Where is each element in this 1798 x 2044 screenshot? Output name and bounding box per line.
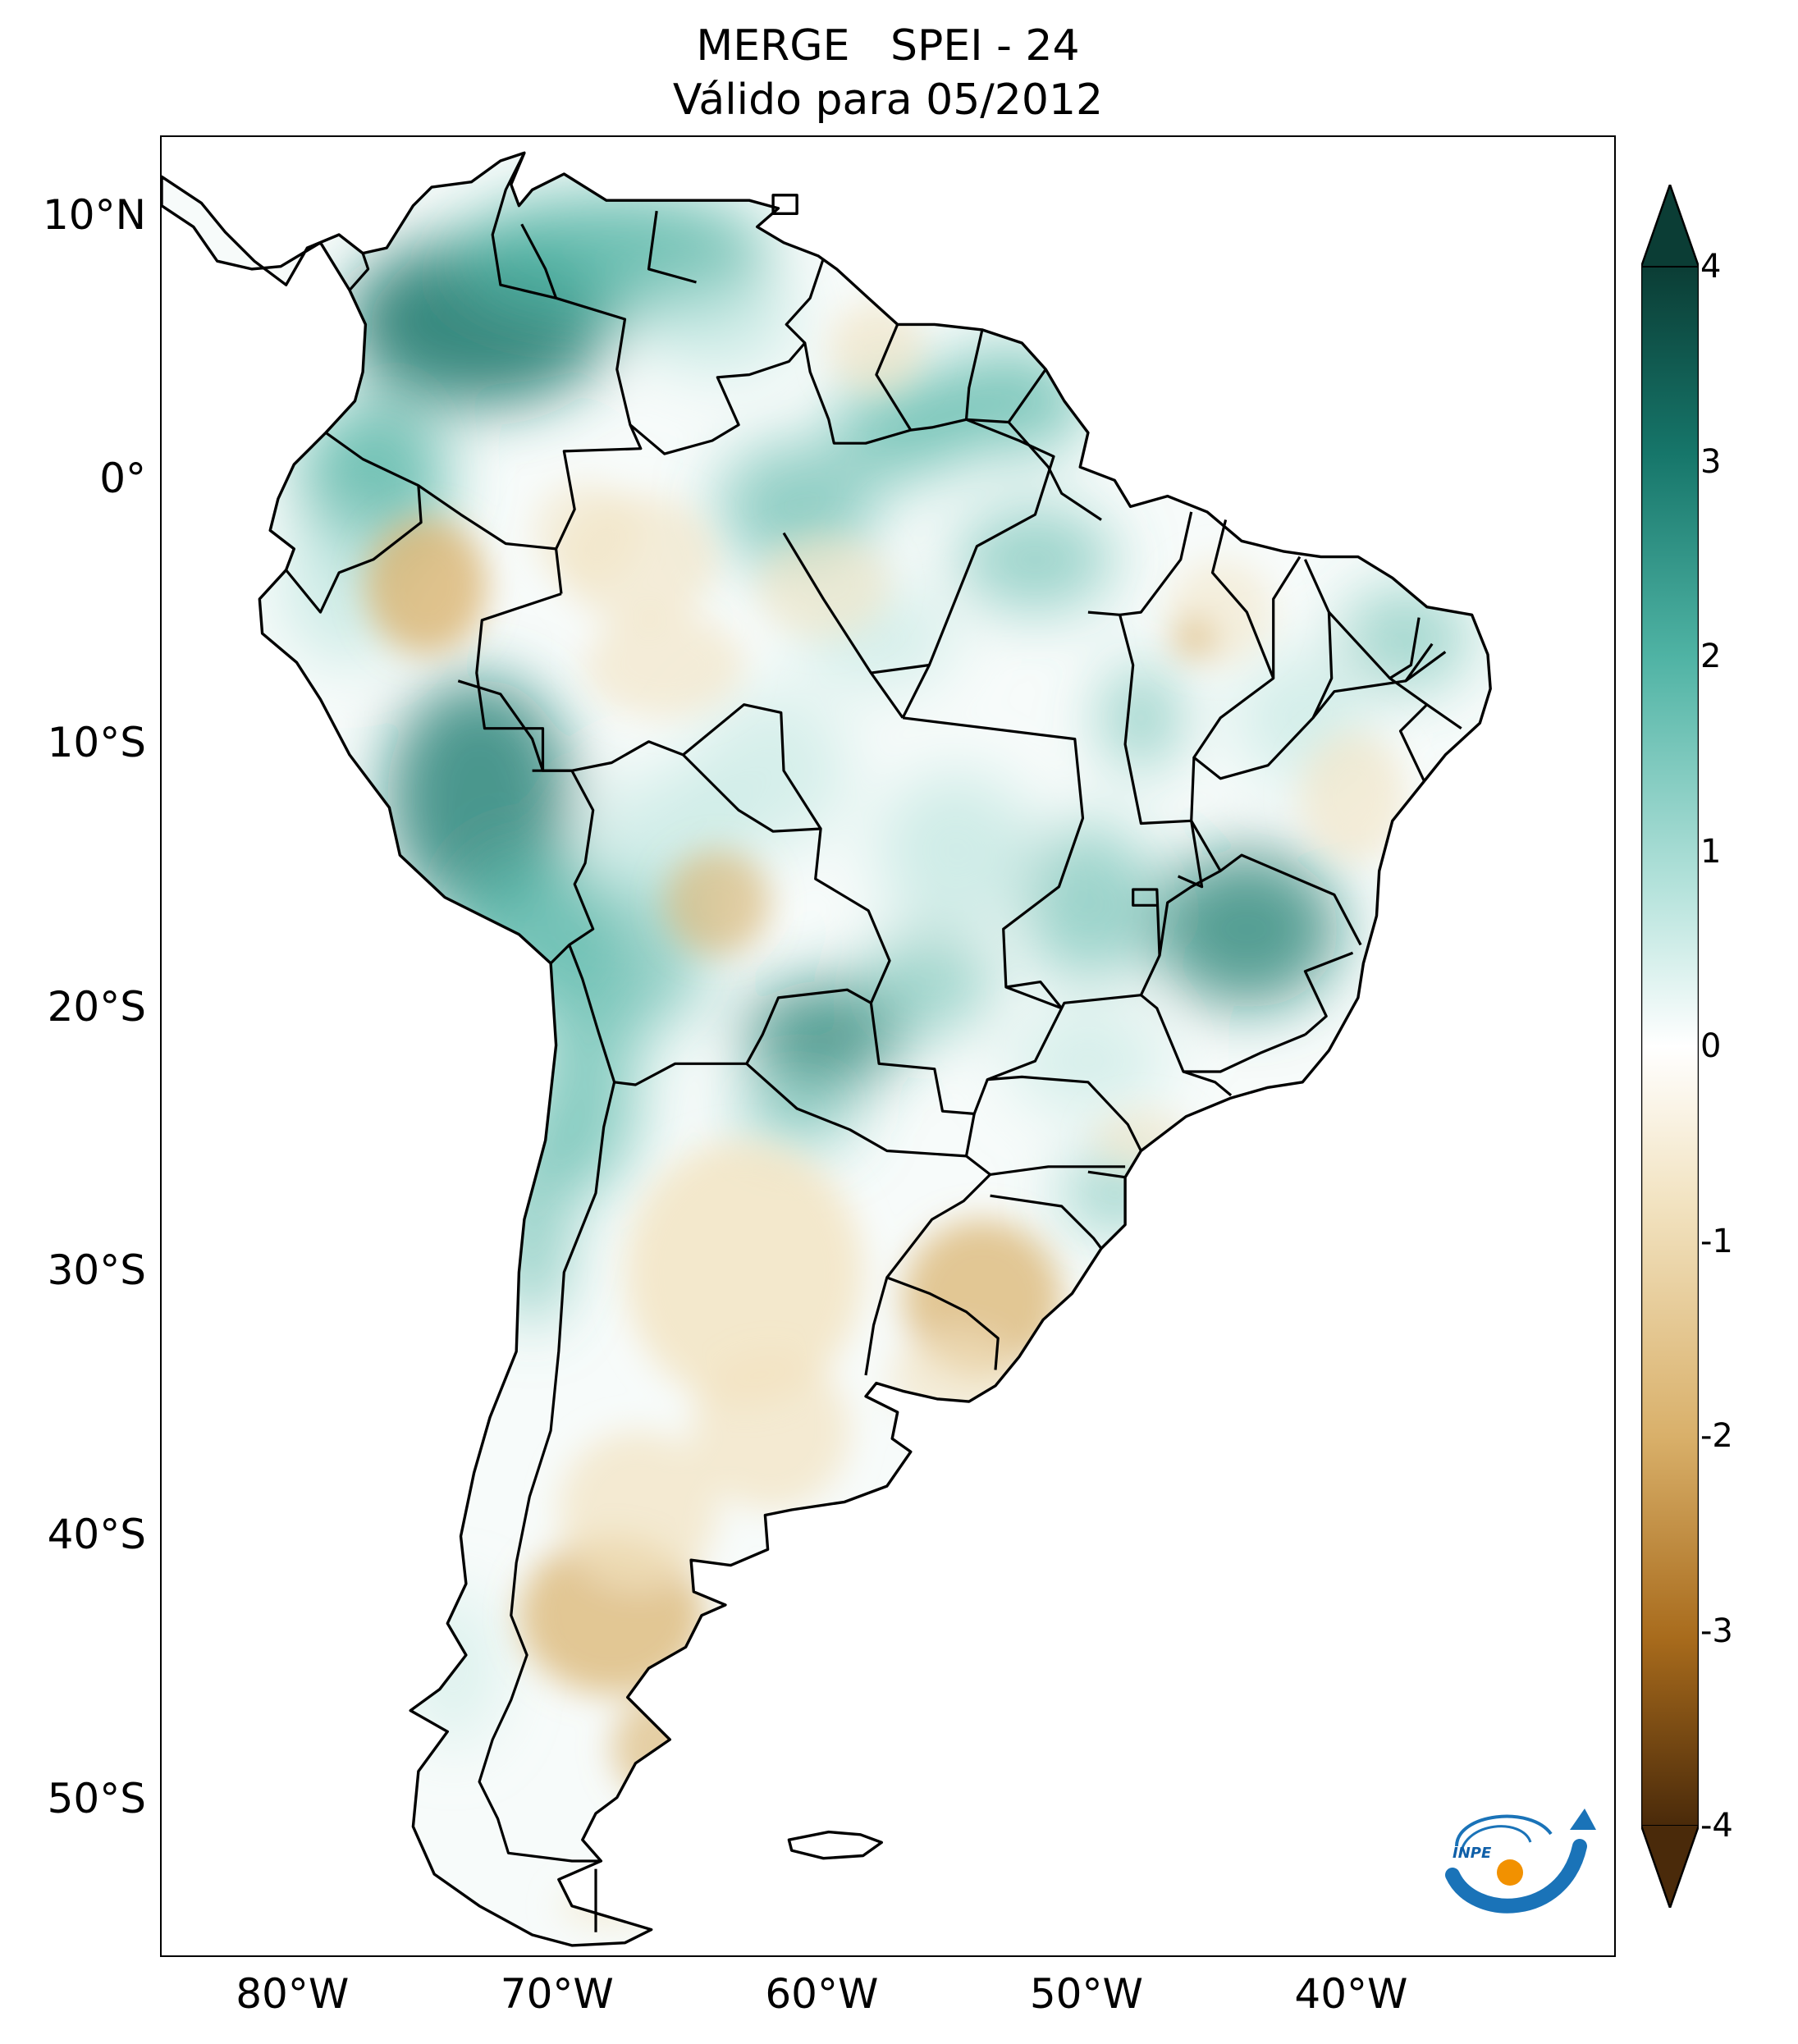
spei-anomaly-patch xyxy=(757,533,890,639)
country-border xyxy=(1398,703,1428,782)
country-borders xyxy=(285,152,1462,1932)
country-border xyxy=(1087,1170,1126,1179)
country-border xyxy=(785,258,825,345)
spei-anomaly-patch xyxy=(664,849,771,956)
country-border xyxy=(986,1007,1142,1152)
country-border xyxy=(1007,421,1102,521)
country-border xyxy=(457,679,545,771)
colorbar-scale xyxy=(1641,266,1699,1827)
spei-anomaly-patch xyxy=(1101,665,1181,771)
country-border xyxy=(1210,519,1275,679)
map-subtitle-date: Válido para 05/2012 xyxy=(672,75,1104,125)
country-border xyxy=(682,703,822,830)
spei-anomaly-patch xyxy=(495,1113,570,1325)
map-panel xyxy=(160,135,1616,1957)
lon-tick-label: 80°W xyxy=(236,1970,350,2018)
map-title: MERGE SPEI - 24 xyxy=(696,21,1080,71)
spei-anomaly-patch xyxy=(624,1140,863,1405)
country-border xyxy=(1087,610,1204,889)
country-border xyxy=(520,223,558,299)
spei-anomaly-patch xyxy=(532,981,638,1194)
country-border xyxy=(1192,556,1334,780)
spei-anomaly-patch xyxy=(1173,617,1215,660)
country-border xyxy=(875,323,913,431)
spei-anomaly-patch xyxy=(1300,730,1406,863)
country-border xyxy=(972,1079,989,1114)
lon-tick-label: 70°W xyxy=(500,1970,614,2018)
coastline xyxy=(162,151,1492,1947)
colorbar-tick-label: -3 xyxy=(1700,1612,1733,1650)
colorbar-tick-label: -2 xyxy=(1700,1417,1733,1455)
country-border xyxy=(990,1194,1103,1250)
continent-coastline xyxy=(162,151,1492,1947)
country-border xyxy=(864,1276,1000,1376)
lon-tick-label: 60°W xyxy=(765,1970,879,2018)
spei-anomaly-patch xyxy=(862,929,995,1035)
spei-anomaly-patch xyxy=(558,1430,718,1589)
spei-anomaly-patch xyxy=(1093,1109,1189,1173)
country-border xyxy=(1303,951,1354,1036)
lat-tick-label: 30°S xyxy=(47,1246,146,1295)
colorbar-tick-label: 3 xyxy=(1700,442,1722,481)
lat-tick-label: 0° xyxy=(99,455,146,503)
lat-tick-label: 50°S xyxy=(47,1774,146,1822)
spei-anomaly-patch xyxy=(876,771,1036,930)
spei-anomaly-patch xyxy=(1022,823,1155,982)
spei-anomaly-patch xyxy=(1154,849,1340,1008)
country-border xyxy=(885,1155,992,1278)
country-border xyxy=(964,329,984,420)
spei-anomaly-patch xyxy=(365,517,487,655)
lat-tick-label: 10°S xyxy=(47,719,146,766)
spei-anomaly-patch xyxy=(638,268,798,375)
spei-anomaly-patch xyxy=(828,300,924,396)
spei-anomaly-patch xyxy=(955,506,1115,613)
colorbar-extend-min xyxy=(1641,1826,1699,1908)
lon-tick-label: 50°W xyxy=(1029,1970,1143,2018)
country-border xyxy=(782,532,904,719)
colorbar-tick-label: 1 xyxy=(1700,832,1722,871)
trinidad-outline xyxy=(771,194,798,215)
country-border xyxy=(417,484,556,551)
spei-anomaly-patch xyxy=(1339,586,1472,692)
country-border xyxy=(1132,888,1161,956)
country-border xyxy=(348,253,370,291)
country-border xyxy=(745,1003,976,1158)
lat-tick-label: 10°N xyxy=(42,190,146,239)
country-border xyxy=(1183,1070,1233,1097)
inpe-logo-text: INPE xyxy=(1453,1845,1492,1862)
colorbar-extend-max xyxy=(1641,185,1699,267)
colorbar-tick-label: 0 xyxy=(1700,1027,1722,1065)
colorbar-tick-label: 4 xyxy=(1700,248,1722,286)
spei-anomaly-patch xyxy=(735,1077,858,1151)
country-border xyxy=(1119,511,1193,616)
colorbar-tick-label: -4 xyxy=(1700,1807,1733,1845)
colorbar-tick-label: -1 xyxy=(1700,1222,1733,1260)
lat-tick-label: 20°S xyxy=(47,982,146,1031)
lat-tick-label: 40°S xyxy=(47,1511,146,1559)
country-border xyxy=(629,341,1047,455)
spei-anomaly-patch xyxy=(836,374,969,481)
country-border xyxy=(1328,611,1421,680)
country-border xyxy=(990,1165,1126,1176)
spei-anomaly-patch xyxy=(691,1351,850,1510)
country-border xyxy=(1140,994,1306,1073)
country-border xyxy=(1190,757,1362,946)
spei-anomaly-patch xyxy=(611,1694,718,1800)
spei-anomaly-patch xyxy=(585,612,744,718)
lon-tick-label: 40°W xyxy=(1294,1970,1408,2018)
spei-anomaly-patch xyxy=(532,480,638,586)
country-border xyxy=(901,664,931,719)
country-border xyxy=(285,431,423,614)
colorbar xyxy=(1641,185,1699,1908)
colorbar-tick-label: 2 xyxy=(1700,638,1722,675)
spei-anomaly-patch xyxy=(743,981,904,1088)
country-border xyxy=(478,1081,616,1863)
falkland-islands-outline xyxy=(787,1830,883,1860)
country-border xyxy=(647,210,697,284)
spei-field xyxy=(162,153,1491,1946)
south-america-map xyxy=(162,151,1492,1947)
inpe-logo xyxy=(1445,1809,1596,1914)
country-border xyxy=(1311,679,1407,719)
country-border xyxy=(491,152,643,594)
